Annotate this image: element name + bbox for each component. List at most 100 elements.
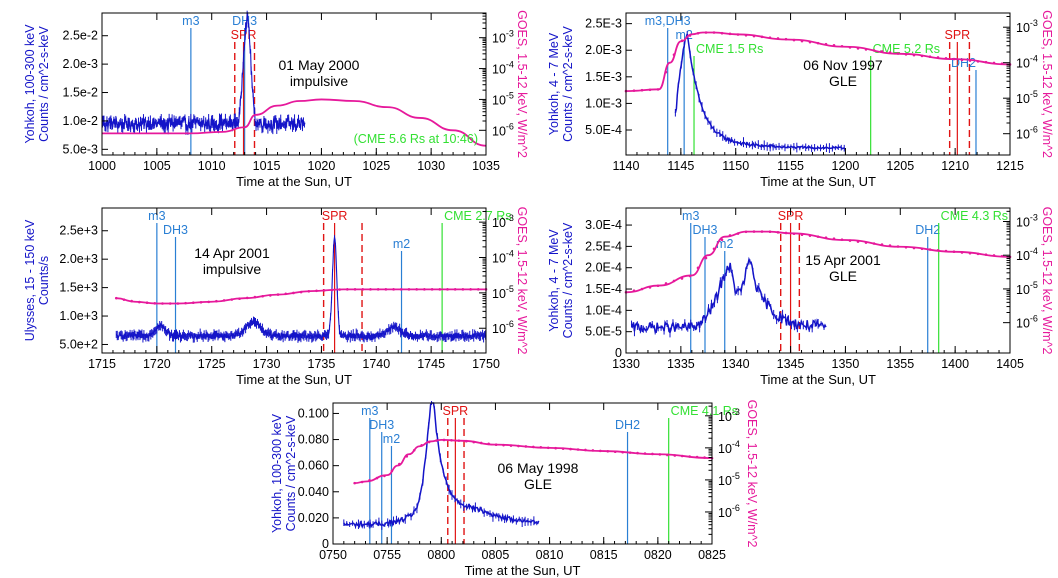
goes-axis: 10-3 10-4 10-5 10-6 <box>1003 210 1038 331</box>
goes-marker <box>752 230 756 233</box>
goes-marker <box>760 230 764 233</box>
goes-marker <box>936 248 940 252</box>
goes-tick-exponent: -4 <box>1030 54 1038 64</box>
event-date: 06 May 1998 <box>498 460 579 476</box>
goes-marker <box>904 53 908 56</box>
goes-marker <box>888 51 892 54</box>
event-kind: impulsive <box>203 261 262 277</box>
flux-axis-label-line: Yohkoh, 100-300 keV <box>23 24 37 144</box>
goes-marker <box>532 445 535 449</box>
event-date: 06 Nov 1997 <box>803 57 883 73</box>
event-label: DH3 <box>369 418 394 432</box>
goes-marker <box>968 251 972 255</box>
y-tick-label: 1.0e+3 <box>59 309 98 323</box>
event-label: m3 <box>682 209 699 223</box>
goes-marker <box>640 88 644 92</box>
goes-marker <box>398 462 401 466</box>
event-kind: GLE <box>829 268 857 284</box>
goes-marker <box>375 476 379 480</box>
goes-marker <box>960 251 964 254</box>
goes-marker <box>760 35 764 39</box>
goes-marker <box>673 454 677 457</box>
goes-marker <box>613 450 617 454</box>
goes-marker <box>643 452 647 455</box>
y-tick-label: 2.5E-3 <box>585 17 622 31</box>
goes-marker <box>599 449 602 453</box>
flux-axis-label-line: Counts / cm^2-s-keV <box>284 415 298 531</box>
event-label: CME 4.1 Rs <box>671 404 738 418</box>
goes-tick-label: 10-3 <box>718 407 740 424</box>
goes-marker <box>656 88 660 91</box>
event-date: 14 Apr 2001 <box>194 245 270 261</box>
goes-marker <box>696 266 700 270</box>
event-label: m3 <box>148 209 165 223</box>
goes-tick-exponent: -4 <box>1030 246 1038 256</box>
goes-marker <box>621 450 624 454</box>
flux-error-bars <box>115 235 487 343</box>
goes-marker <box>848 239 852 242</box>
event-label: m3 <box>361 404 378 418</box>
x-tick-label: 1000 <box>88 159 116 173</box>
event-label: DH2 <box>615 418 640 432</box>
goes-marker <box>450 439 453 442</box>
x-tick-label: 1155 <box>777 159 804 173</box>
goes-tick-exponent: -5 <box>732 471 740 481</box>
event-label: m2 <box>716 237 733 251</box>
y-tick-label: 1.0E-3 <box>585 96 622 110</box>
goes-markers <box>624 31 1012 93</box>
x-axis: 1140 1145 1150 1155 1200 1205 1210 1215 <box>613 13 1024 173</box>
goes-axis-label: GOES, 1.5-12 keV, W/m^2 <box>1040 207 1054 355</box>
x-axis-label: Time at the Sun, UT <box>760 174 876 189</box>
goes-tick-exponent: -5 <box>506 284 514 294</box>
goes-tick-exponent: -3 <box>1030 212 1038 222</box>
goes-axis: 10-3 10-4 10-5 10-6 <box>479 13 514 138</box>
goes-marker <box>672 53 676 57</box>
goes-marker <box>346 288 349 291</box>
goes-marker <box>435 439 438 442</box>
x-axis-label: Time at the Sun, UT <box>236 372 352 387</box>
goes-marker <box>472 440 476 444</box>
flux-axis-label: Yohkoh, 4 - 7 MeVCounts / cm^2-s-keV <box>547 26 575 142</box>
x-axis-label: Time at the Sun, UT <box>465 563 581 578</box>
goes-marker <box>628 451 632 454</box>
goes-marker <box>728 234 732 237</box>
goes-marker <box>584 448 587 452</box>
goes-marker <box>453 288 457 291</box>
y-tick-label: 5.0E-5 <box>585 325 622 339</box>
goes-marker <box>896 52 900 55</box>
goes-marker <box>648 286 652 289</box>
goes-tick-exponent: -4 <box>506 60 514 70</box>
event-label: CME 2.7 Rs <box>444 209 511 223</box>
x-tick-label: 1025 <box>362 159 390 173</box>
goes-marker <box>880 243 884 246</box>
goes-tick-label: 10-6 <box>1016 125 1038 142</box>
flux-axis-label-line: Ulysses, 15 - 150 keV <box>23 219 37 341</box>
goes-marker <box>632 289 636 292</box>
goes-tick-label: 10-5 <box>1016 89 1038 106</box>
flux-axis-label-line: Counts/s <box>37 256 51 305</box>
goes-marker <box>984 60 988 64</box>
goes-tick-exponent: -5 <box>506 90 514 100</box>
event-date: 15 Apr 2001 <box>805 252 881 268</box>
y-tick-label: 2.0e-3 <box>63 57 98 71</box>
goes-tick-exponent: -4 <box>732 439 740 449</box>
y-tick-label: 0.020 <box>298 511 329 525</box>
goes-marker <box>944 56 948 60</box>
y-axis-left: 0 5.0E-5 1.0E-4 1.5E-4 2.0E-4 2.5E-4 3.0E-4 <box>585 218 632 360</box>
flux-axis-label: Yohkoh, 4 - 7 MeVCounts / cm^2-s-keV <box>547 222 575 338</box>
goes-tick-exponent: -6 <box>732 503 740 513</box>
goes-marker <box>446 288 449 291</box>
goes-marker <box>383 474 386 478</box>
y-tick-label: 0.060 <box>298 459 329 473</box>
flux-axis-label-line: Yohkoh, 4 - 7 MeV <box>547 229 561 332</box>
goes-marker <box>968 59 972 62</box>
y-tick-label: 1.0e-2 <box>63 114 98 128</box>
goes-tick-label: 10-5 <box>1016 280 1038 297</box>
goes-marker <box>438 288 442 291</box>
goes-marker <box>976 60 980 63</box>
goes-axis-label: GOES, 1.5-12 keV, W/m^2 <box>745 400 759 548</box>
event-label: SPR <box>944 28 970 42</box>
